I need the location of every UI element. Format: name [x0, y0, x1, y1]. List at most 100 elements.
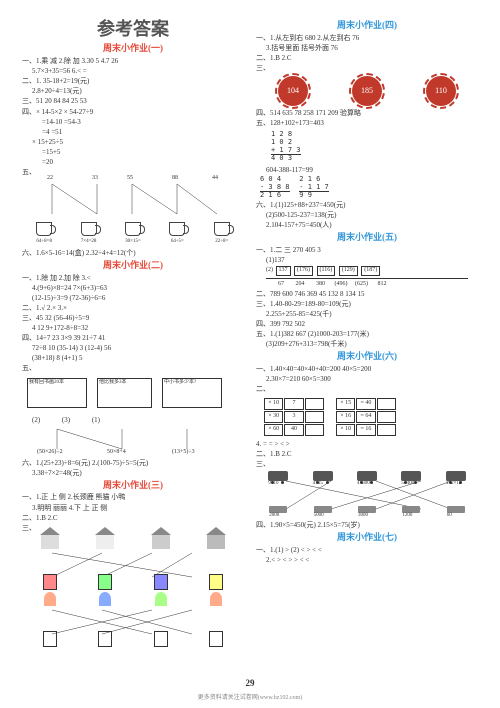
section-3-header: 周末小作业(三): [22, 480, 244, 492]
text-line: 三、1.40-80-29=189-80=109(元): [256, 300, 478, 309]
cell: [305, 424, 324, 436]
train-icon: [268, 471, 288, 481]
cup-icon: [169, 222, 185, 236]
car-label: 5000: [314, 513, 324, 518]
text-line: × 15+25÷5: [22, 138, 244, 147]
rect-icon: [154, 631, 168, 647]
car-label: 1200: [402, 513, 412, 518]
cup-label: 30×15=: [125, 239, 141, 246]
section-6-header: 周末小作业(六): [256, 351, 478, 363]
cell: [377, 398, 396, 410]
num: 67: [278, 281, 284, 287]
text-line: 604-388-117=99: [256, 166, 478, 175]
node: 22: [47, 175, 53, 183]
grid-pair: × 107 × 303 × 6040 × 15= 40 × 16= 64 × 1…: [264, 396, 478, 437]
car-icon: [358, 506, 376, 513]
rect-icon: [209, 574, 223, 590]
text-line: 一、1.除 加 2.加 除 3.<: [22, 274, 244, 283]
calc-row: 9 9: [299, 191, 312, 199]
match-diagram: 我有回书画20本 他比我多3本 中小书多少本?: [22, 376, 244, 414]
node: 88: [172, 175, 178, 183]
car-icon: [269, 506, 287, 513]
box-text: 我有回书画20本: [28, 379, 86, 388]
label: (1): [72, 416, 100, 424]
vertical-calc: 2 1 6 - 1 1 7 9 9: [299, 176, 329, 200]
text-line: 五、1.(1)382 667 (2)1000-203=177(米): [256, 330, 478, 339]
text-line: =4 =51: [22, 128, 244, 137]
tree-diagram-2: (50×26)÷2 50×8+4 (13+5)÷3: [22, 427, 244, 457]
text-line: 3.括号里面 括号外面 76: [256, 44, 478, 53]
label: (3): [42, 416, 70, 424]
text-line: 3.明明 丽丽 4.下 上 正 侧: [22, 504, 244, 513]
num: (496): [335, 281, 348, 287]
text-line: 四、399 792 502: [256, 320, 478, 329]
text-line: 三、45 32 (56-46)÷5=9: [22, 314, 244, 323]
text-line: 五、128+102+173=403: [256, 119, 478, 128]
text-line: 二、1.B 2.C: [22, 514, 244, 523]
rect-icon: [154, 574, 168, 590]
train-icon: [357, 471, 377, 481]
right-column: 周末小作业(四) 一、1.从左到右 680 2.从左到右 76 3.括号里面 括…: [256, 18, 478, 690]
text-line: 五、: [22, 364, 244, 373]
num: 380: [316, 281, 325, 287]
text-line: 二、1.√ 2.× 3.×: [22, 304, 244, 313]
left-column: 参考答案 周末小作业(一) 一、1.乘 减 2.除 加 3.30 5 4.7 2…: [22, 18, 244, 690]
box-icon: 我有回书画20本: [27, 378, 87, 408]
cell: × 30: [264, 411, 283, 423]
text-line: 二、1. 35-18+2=19(元): [22, 77, 244, 86]
text-line: 四、514 635 78 258 171 209 验算略: [256, 109, 478, 118]
calc-row: 6 0 4: [260, 175, 281, 183]
text-line: 72÷8 10 (35-14) 3 (12-4) 56: [22, 344, 244, 353]
cup-icon: [214, 222, 230, 236]
text-line: 一、1.正 上 侧 2.长颈鹿 熊猫 小鸭: [22, 493, 244, 502]
text-line: 二、1.B 2.C: [256, 54, 478, 63]
car-icon: [314, 506, 332, 513]
box-text: 他比我多3本: [99, 380, 127, 385]
circle-badge: 110: [426, 76, 456, 106]
train-icon: [313, 471, 333, 481]
text-line: (38+18) 8 (4+1) 5: [22, 354, 244, 363]
text-line: 4 12 9+172-8÷8=32: [22, 324, 244, 333]
text-line: 四、14÷7 23 3×9 39 21÷7 41: [22, 334, 244, 343]
rect-icon: [43, 631, 57, 647]
text-line: 二、1.B 2.C: [256, 450, 478, 459]
label: (2): [266, 267, 273, 273]
node: 44: [212, 175, 218, 183]
section-2-header: 周末小作业(二): [22, 260, 244, 272]
cup-icon: [81, 222, 97, 236]
box-text: 中小书多少本?: [164, 380, 196, 385]
cups-row: 64÷8=8 7×4=28 30×15= 64÷5= 22÷8=: [22, 222, 244, 246]
cup-label: 64÷5=: [169, 239, 185, 246]
rect-icon: [98, 631, 112, 647]
cell: × 10: [264, 398, 283, 410]
text-line: (2)500-125-237=138(元): [256, 211, 478, 220]
cup-label: 7×4=28: [81, 239, 97, 246]
num-box: (187): [361, 266, 380, 276]
text-line: 一、1.乘 减 2.除 加 3.30 5 4.7 26: [22, 57, 244, 66]
cup-label: 22÷8=: [214, 239, 230, 246]
match-diagram-kids: [22, 592, 244, 647]
text-line: =15+5: [22, 148, 244, 157]
calc-row: 1 0 2: [271, 138, 292, 146]
section-5-header: 周末小作业(五): [256, 232, 478, 244]
cup-icon: [36, 222, 52, 236]
text-line: 六、1.(25+23)÷8=6(元) 2.(100-75)÷5=5(元): [22, 459, 244, 468]
train-match-diagram: 9×10 4×15 4×300 5×400 3×2×12 2000 5000 3…: [256, 471, 478, 519]
text-line: 2.255+255-85=425(千): [256, 310, 478, 319]
text-line: 二、: [256, 385, 478, 394]
text-line: 2.30×7=210 60×5=300: [256, 375, 478, 384]
cell: × 16: [336, 411, 355, 423]
section-4-header: 周末小作业(四): [256, 20, 478, 32]
text-line: 一、1.二 三 270 405 3: [256, 246, 478, 255]
section-7-header: 周末小作业(七): [256, 532, 478, 544]
cell: × 15: [336, 398, 355, 410]
text-line: 三、: [256, 460, 478, 469]
circle-badge: 104: [278, 76, 308, 106]
calc-row: 2 1 6: [299, 175, 320, 183]
car-icon: [402, 506, 420, 513]
box-icon: 中小书多少本?: [162, 378, 222, 408]
text-line: 2.8+20÷4=13(元): [22, 87, 244, 96]
page-number: 29: [246, 678, 255, 690]
text-line: 三、51 20 84 84 25 53: [22, 97, 244, 106]
vertical-calc: 1 2 8 1 0 2 + 1 7 3 4 0 3: [271, 131, 301, 163]
